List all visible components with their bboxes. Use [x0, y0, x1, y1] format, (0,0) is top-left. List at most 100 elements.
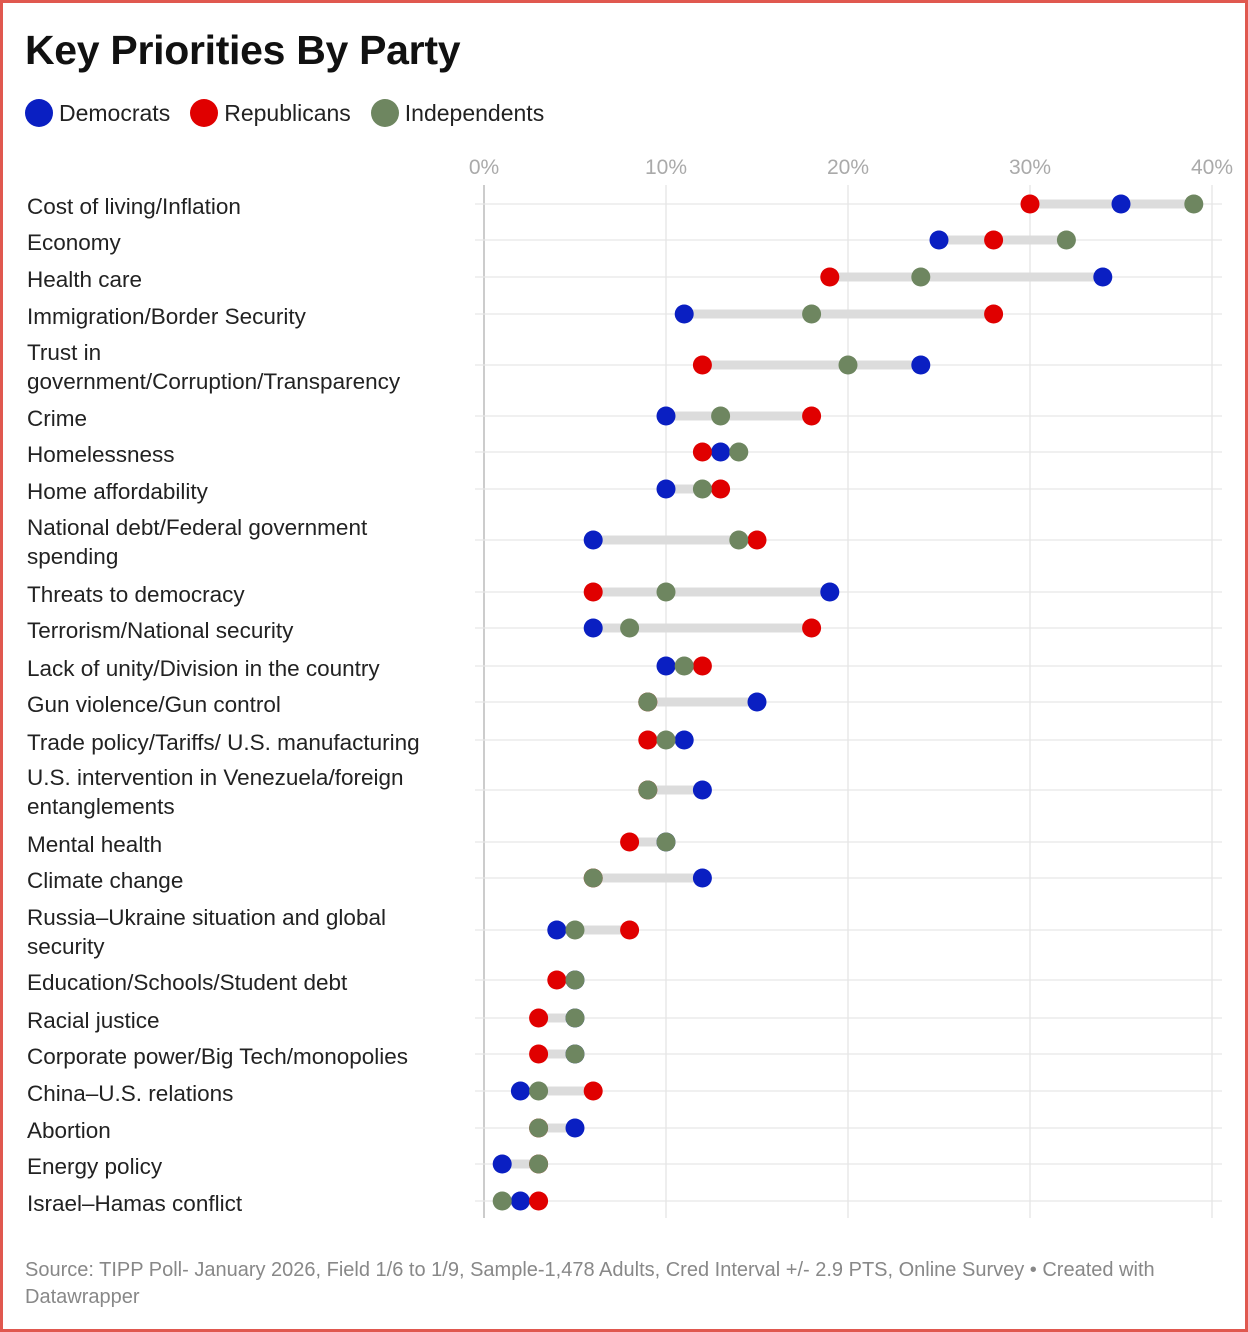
democrats-dot — [1093, 267, 1113, 287]
independents-dot — [529, 1081, 549, 1101]
independents-dot — [638, 692, 658, 712]
independents-dot — [620, 618, 640, 638]
row-label: Abortion — [27, 1117, 111, 1143]
source-note: Source: TIPP Poll- January 2026, Field 1… — [25, 1259, 1155, 1308]
legend-label: Republicans — [224, 99, 351, 126]
democrats-dot — [583, 618, 603, 638]
democrats-dot — [510, 1081, 530, 1101]
x-tick-label: 0% — [469, 156, 499, 179]
independents-dot — [729, 530, 749, 550]
democrats-dot — [711, 442, 731, 462]
row-label: Threats to democracy — [27, 581, 245, 607]
row-label: Lack of unity/Division in the country — [27, 655, 380, 681]
row-label: Climate change — [27, 867, 184, 893]
independents-dot — [565, 920, 585, 940]
independents-dot — [711, 406, 731, 426]
row-label: Racial justice — [27, 1007, 160, 1033]
row-label: Home affordability — [27, 478, 208, 504]
independents-dot — [529, 1154, 549, 1174]
democrats-dot — [674, 730, 694, 750]
republicans-dot — [1020, 194, 1040, 214]
row-label: Homelessness — [27, 441, 175, 467]
legend-item-independents: Independents — [370, 99, 544, 127]
independents-dot — [656, 832, 676, 852]
republicans-dot — [529, 1044, 549, 1064]
row-label: Mental health — [27, 831, 163, 857]
republicans-dot — [620, 832, 640, 852]
independents-dot — [492, 1191, 512, 1211]
republicans-dot — [747, 530, 767, 550]
independents-dot — [656, 730, 676, 750]
republicans-dot — [802, 406, 822, 426]
republicans-dot — [547, 970, 567, 990]
democrats-dot — [492, 1154, 512, 1174]
independents-dot — [583, 868, 603, 888]
row-label: Israel–Hamas conflict — [27, 1190, 243, 1216]
legend-item-republicans: Republicans — [190, 99, 351, 127]
republicans-dot — [984, 304, 1004, 324]
democrats-dot — [583, 530, 603, 550]
democrats-dot — [510, 1191, 530, 1211]
x-tick-label: 20% — [827, 156, 869, 179]
democrats-dot — [674, 304, 694, 324]
row-label: Trust in government/Corruption/Transpare… — [27, 340, 401, 394]
independents-dot — [565, 1044, 585, 1064]
independents-dot — [565, 1008, 585, 1028]
independents-dot — [1184, 194, 1204, 214]
row-label: Cost of living/Inflation — [27, 193, 241, 219]
row-label: U.S. intervention in Venezuela/foreign e… — [27, 765, 404, 819]
democrats-swatch — [25, 99, 53, 127]
row-label: Trade policy/Tariffs/ U.S. manufacturing — [27, 729, 420, 755]
republicans-dot — [802, 618, 822, 638]
independents-dot — [838, 355, 858, 375]
democrats-dot — [692, 868, 712, 888]
republicans-dot — [583, 1081, 603, 1101]
republicans-dot — [692, 355, 712, 375]
republicans-swatch — [190, 99, 219, 127]
democrats-dot — [656, 656, 676, 676]
republicans-dot — [583, 582, 603, 602]
row-label: China–U.S. relations — [27, 1080, 234, 1106]
x-tick-label: 30% — [1009, 156, 1051, 179]
independents-dot — [565, 970, 585, 990]
row-label: Health care — [27, 266, 143, 292]
democrats-dot — [656, 406, 676, 426]
republicans-dot — [529, 1191, 549, 1211]
republicans-dot — [620, 920, 640, 940]
democrats-dot — [1111, 194, 1131, 214]
republicans-dot — [692, 656, 712, 676]
republicans-dot — [820, 267, 840, 287]
republicans-dot — [984, 230, 1004, 250]
democrats-dot — [747, 692, 767, 712]
independents-dot — [656, 582, 676, 602]
independents-dot — [729, 442, 749, 462]
democrats-dot — [565, 1118, 585, 1138]
row-label: Corporate power/Big Tech/monopolies — [27, 1043, 409, 1069]
row-label: Energy policy — [27, 1153, 163, 1179]
row-label: Economy — [27, 229, 121, 255]
independents-swatch — [370, 99, 399, 127]
legend-item-democrats: Democrats — [25, 99, 170, 127]
democrats-dot — [911, 355, 931, 375]
republicans-dot — [711, 479, 731, 499]
democrats-dot — [547, 920, 567, 940]
row-label: Immigration/Border Security — [27, 303, 306, 329]
democrats-dot — [692, 780, 712, 800]
republicans-dot — [692, 442, 712, 462]
democrats-dot — [820, 582, 840, 602]
independents-dot — [529, 1118, 549, 1138]
x-tick-label: 10% — [645, 156, 687, 179]
legend-label: Democrats — [59, 99, 171, 126]
row-label: Crime — [27, 405, 87, 431]
republicans-dot — [529, 1008, 549, 1028]
row-label: National debt/Federal government spendin… — [27, 515, 368, 569]
independents-dot — [638, 780, 658, 800]
republicans-dot — [638, 730, 658, 750]
independents-dot — [692, 479, 712, 499]
chart-title: Key Priorities By Party — [25, 27, 461, 73]
independents-dot — [911, 267, 931, 287]
row-label: Gun violence/Gun control — [27, 691, 281, 717]
democrats-dot — [929, 230, 949, 250]
independents-dot — [802, 304, 822, 324]
